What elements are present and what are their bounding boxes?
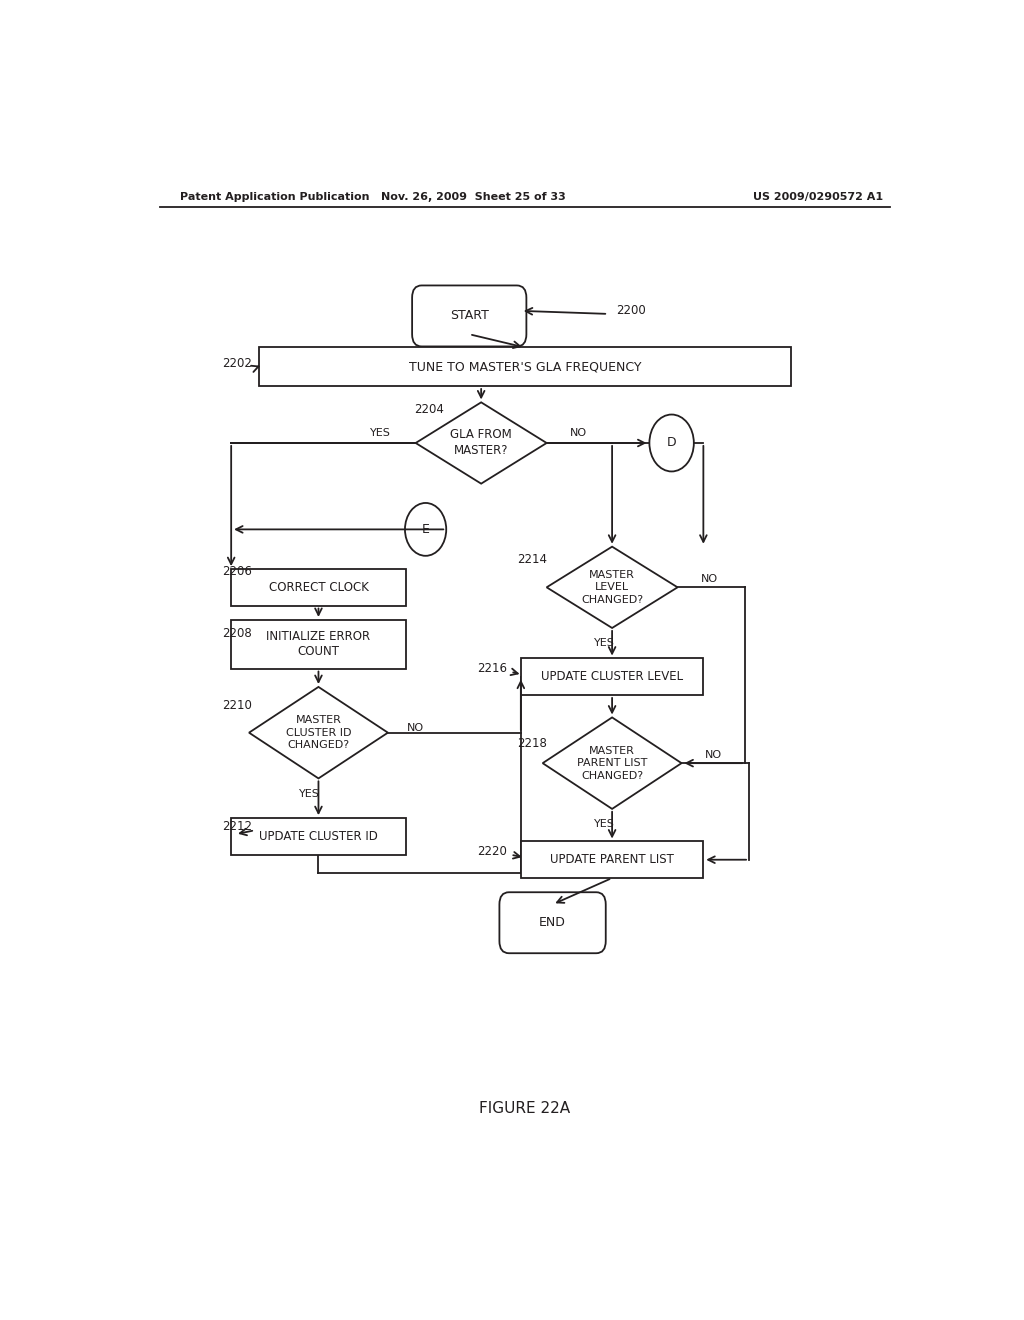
Text: UPDATE CLUSTER ID: UPDATE CLUSTER ID <box>259 830 378 843</box>
Circle shape <box>404 503 446 556</box>
Text: 2200: 2200 <box>616 305 646 317</box>
Text: INITIALIZE ERROR
COUNT: INITIALIZE ERROR COUNT <box>266 630 371 659</box>
Text: CORRECT CLOCK: CORRECT CLOCK <box>268 581 369 594</box>
Text: NO: NO <box>700 574 718 585</box>
Bar <box>231 569 406 606</box>
Text: UPDATE PARENT LIST: UPDATE PARENT LIST <box>550 853 674 866</box>
Text: MASTER
PARENT LIST
CHANGED?: MASTER PARENT LIST CHANGED? <box>577 746 647 780</box>
Text: YES: YES <box>594 639 614 648</box>
Text: US 2009/0290572 A1: US 2009/0290572 A1 <box>754 191 884 202</box>
Polygon shape <box>249 686 388 779</box>
Bar <box>521 841 703 878</box>
Text: YES: YES <box>299 788 319 799</box>
Text: NO: NO <box>569 428 587 438</box>
Text: 2220: 2220 <box>477 845 507 858</box>
Bar <box>259 347 791 385</box>
Circle shape <box>649 414 694 471</box>
Text: 2210: 2210 <box>221 698 252 711</box>
Text: 2202: 2202 <box>221 358 252 370</box>
Polygon shape <box>416 403 547 483</box>
Bar <box>231 620 406 669</box>
Text: 2208: 2208 <box>221 627 252 640</box>
Text: Nov. 26, 2009  Sheet 25 of 33: Nov. 26, 2009 Sheet 25 of 33 <box>381 191 565 202</box>
Text: E: E <box>422 523 429 536</box>
FancyBboxPatch shape <box>412 285 526 346</box>
Text: UPDATE CLUSTER LEVEL: UPDATE CLUSTER LEVEL <box>541 671 683 684</box>
Text: TUNE TO MASTER'S GLA FREQUENCY: TUNE TO MASTER'S GLA FREQUENCY <box>409 360 641 374</box>
Text: MASTER
CLUSTER ID
CHANGED?: MASTER CLUSTER ID CHANGED? <box>286 715 351 750</box>
Bar <box>521 659 703 696</box>
Text: YES: YES <box>594 820 614 829</box>
Text: YES: YES <box>370 428 390 438</box>
Text: 2206: 2206 <box>221 565 252 578</box>
Polygon shape <box>543 718 682 809</box>
Text: START: START <box>450 309 488 322</box>
Bar <box>231 818 406 854</box>
Text: NO: NO <box>705 750 722 760</box>
Polygon shape <box>547 546 678 628</box>
Text: Patent Application Publication: Patent Application Publication <box>179 191 369 202</box>
Text: END: END <box>540 916 566 929</box>
Text: 2212: 2212 <box>221 820 252 833</box>
Text: 2204: 2204 <box>414 403 443 416</box>
Text: D: D <box>667 437 677 450</box>
Text: 2214: 2214 <box>517 553 547 566</box>
Text: 2218: 2218 <box>517 738 547 750</box>
Text: NO: NO <box>408 722 424 733</box>
Text: GLA FROM
MASTER?: GLA FROM MASTER? <box>451 429 512 458</box>
Text: FIGURE 22A: FIGURE 22A <box>479 1101 570 1117</box>
Text: 2216: 2216 <box>477 663 507 675</box>
Text: MASTER
LEVEL
CHANGED?: MASTER LEVEL CHANGED? <box>581 570 643 605</box>
FancyBboxPatch shape <box>500 892 606 953</box>
